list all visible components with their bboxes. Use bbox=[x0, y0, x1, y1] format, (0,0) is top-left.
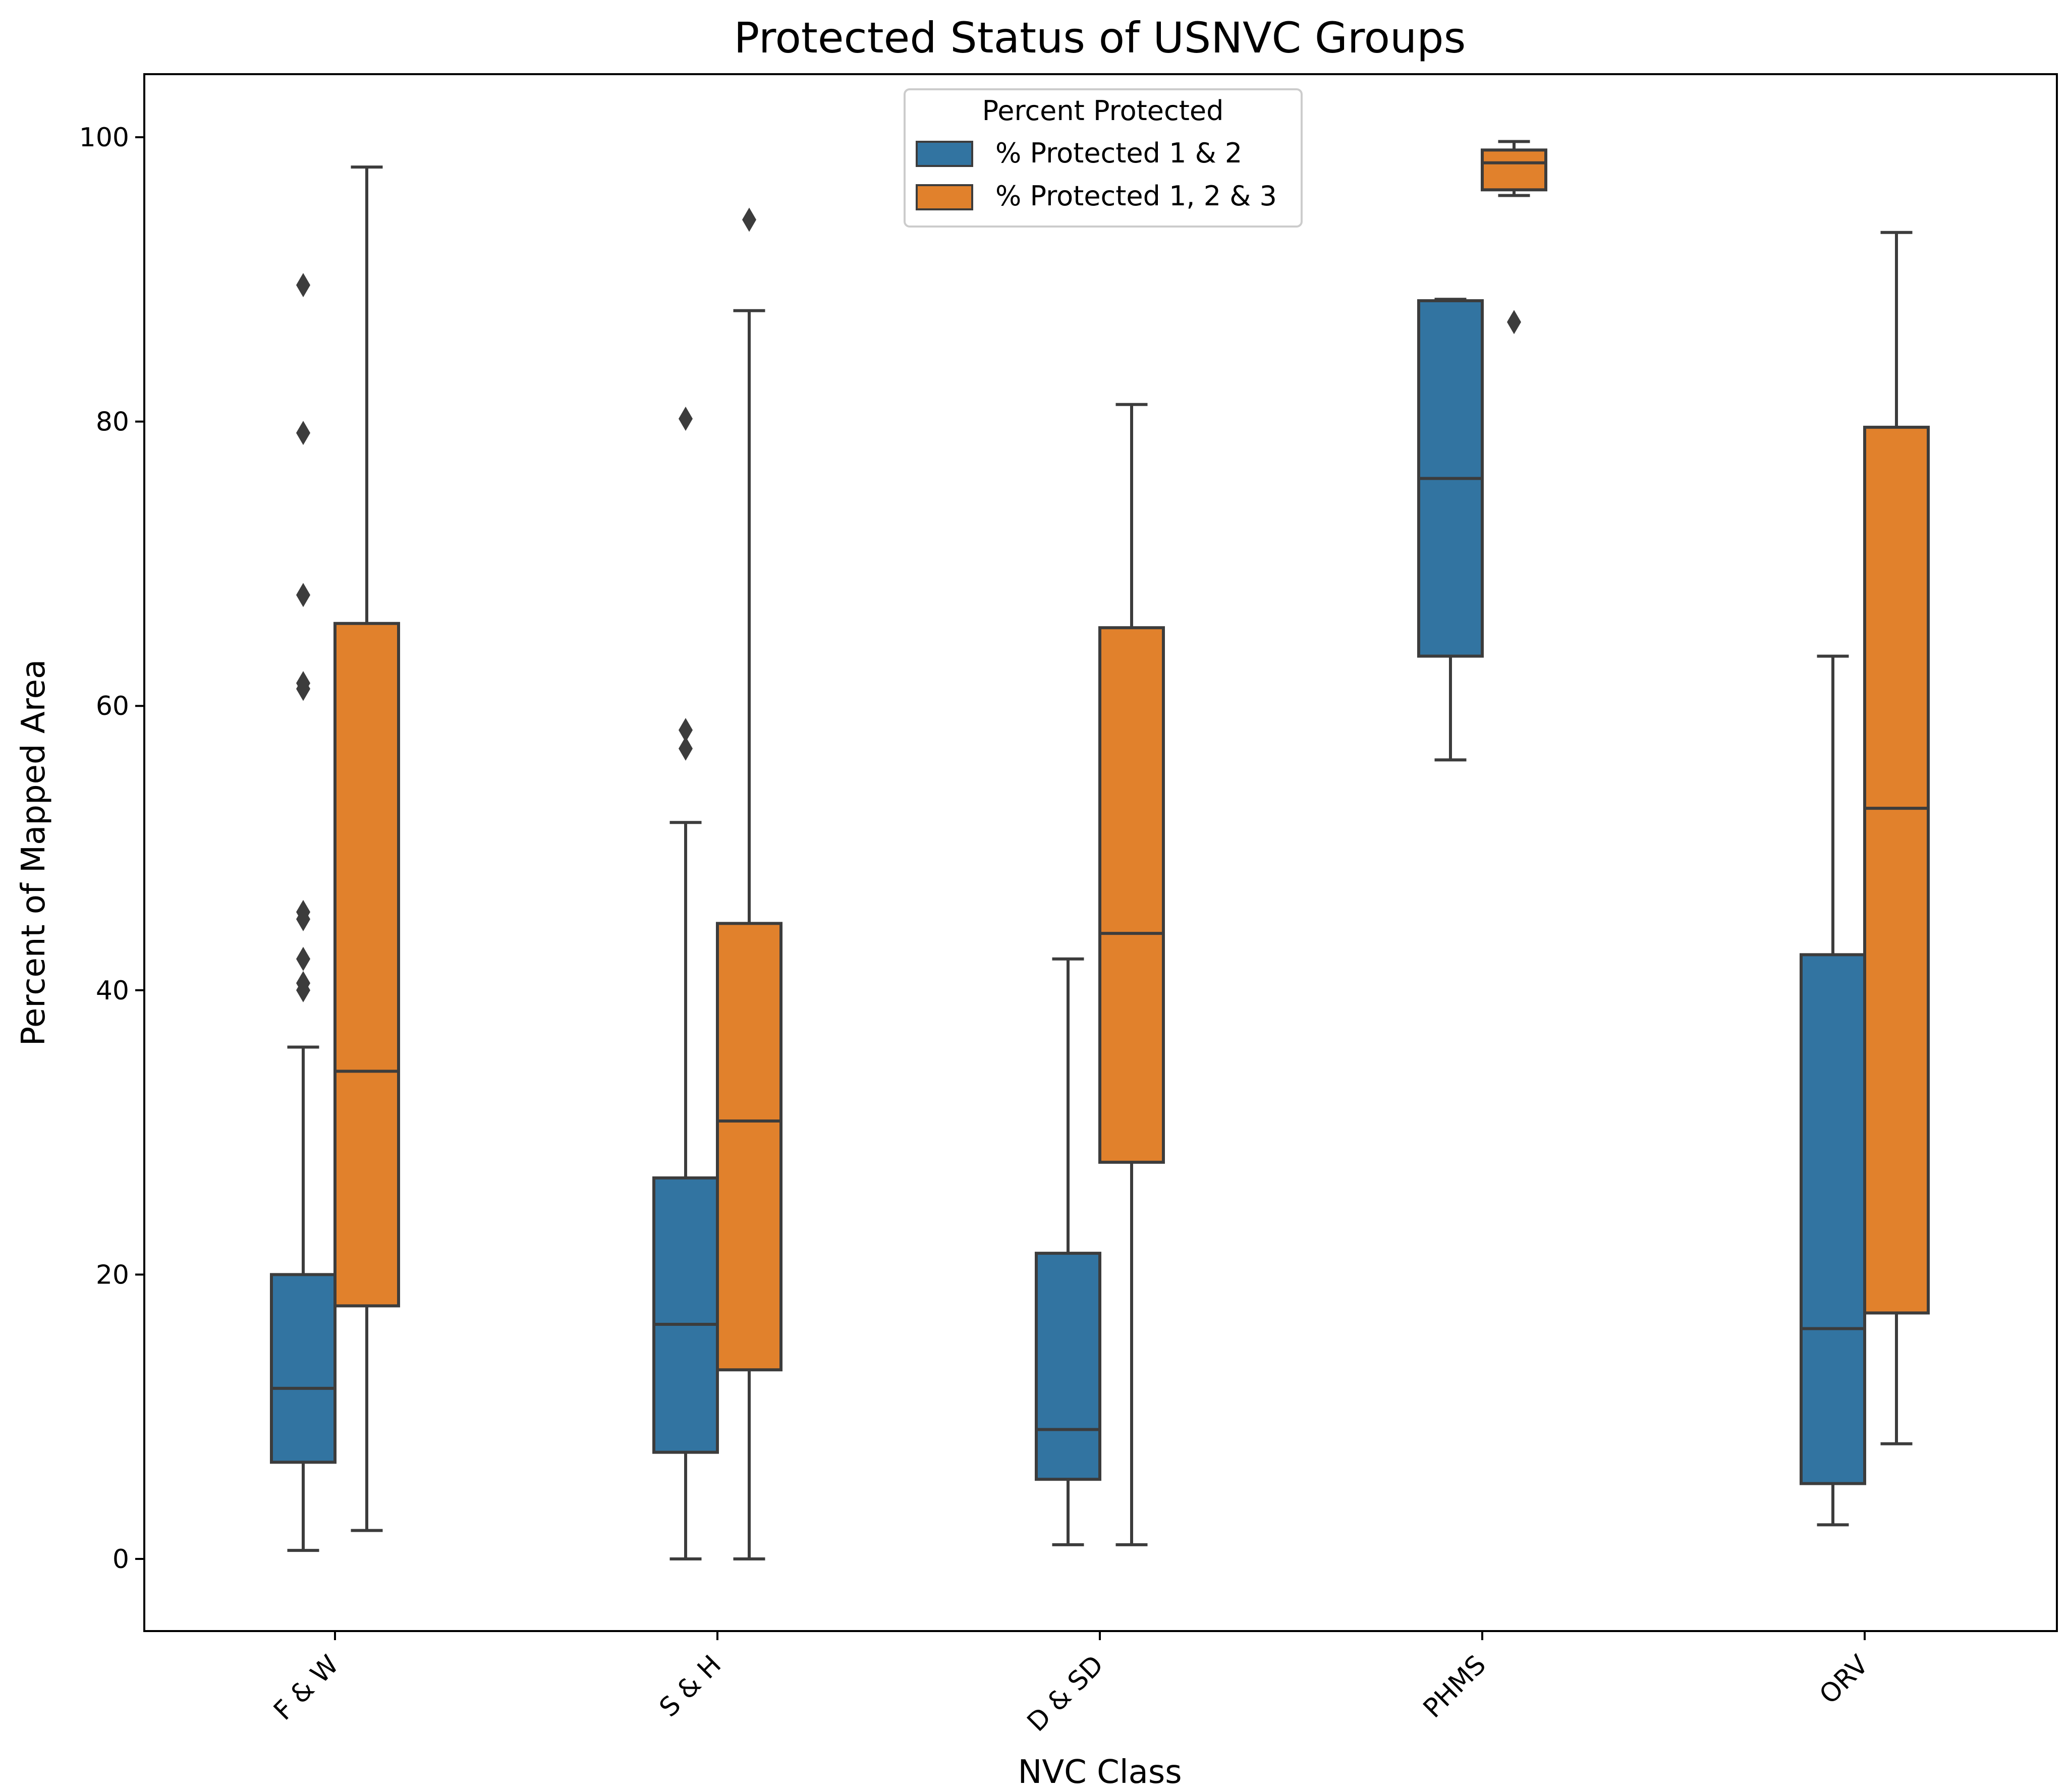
x-tick-label: D & SD bbox=[1022, 1650, 1109, 1738]
box-iqr bbox=[652, 1176, 719, 1454]
box-iqr bbox=[716, 922, 782, 1372]
x-tick-label: S & H bbox=[654, 1650, 727, 1723]
y-tick-label: 40 bbox=[96, 976, 129, 1006]
y-tick-label: 0 bbox=[113, 1544, 129, 1575]
box-group bbox=[1417, 298, 1484, 762]
y-tick-label: 80 bbox=[96, 407, 129, 437]
outlier-point bbox=[679, 718, 693, 743]
box-group bbox=[1035, 957, 1101, 1546]
box-iqr bbox=[1098, 626, 1165, 1164]
outlier-point bbox=[296, 900, 310, 924]
outlier-point bbox=[296, 273, 310, 298]
outlier-point bbox=[1507, 310, 1521, 334]
y-axis-label: Percent of Mapped Area bbox=[15, 659, 52, 1046]
legend-label-protected-1-2-3: % Protected 1, 2 & 3 bbox=[995, 180, 1277, 212]
box-group bbox=[1481, 140, 1547, 334]
box-group bbox=[270, 273, 337, 1552]
outlier-point bbox=[679, 736, 693, 761]
outlier-point bbox=[296, 671, 310, 696]
x-tick-label: ORV bbox=[1814, 1649, 1874, 1710]
legend-title: Percent Protected bbox=[982, 95, 1224, 127]
legend: Percent Protected % Protected 1 & 2 % Pr… bbox=[904, 88, 1303, 228]
box-group bbox=[333, 165, 400, 1532]
outlier-point bbox=[296, 583, 310, 607]
legend-swatch-protected-1-2 bbox=[916, 141, 973, 167]
y-tick-label: 100 bbox=[79, 123, 129, 153]
box-group bbox=[1863, 231, 1930, 1445]
outlier-point bbox=[296, 421, 310, 445]
x-tick-label: PHMS bbox=[1418, 1650, 1492, 1724]
outlier-point bbox=[679, 406, 693, 431]
box-iqr bbox=[1863, 425, 1930, 1315]
legend-label-protected-1-2: % Protected 1 & 2 bbox=[995, 137, 1242, 169]
box-iqr bbox=[1481, 148, 1547, 192]
chart-title: Protected Status of USNVC Groups bbox=[734, 13, 1466, 63]
x-axis-label: NVC Class bbox=[1018, 1754, 1182, 1791]
box-group bbox=[1800, 654, 1866, 1527]
plot-area bbox=[270, 140, 1930, 1560]
outlier-point bbox=[742, 207, 756, 232]
legend-frame bbox=[904, 88, 1303, 228]
y-tick-label: 60 bbox=[96, 691, 129, 721]
outlier-point bbox=[296, 946, 310, 971]
outlier-point bbox=[296, 971, 310, 995]
box-group bbox=[652, 406, 719, 1560]
box-iqr bbox=[270, 1273, 337, 1464]
y-tick-label: 20 bbox=[96, 1260, 129, 1290]
box-iqr bbox=[1800, 953, 1866, 1485]
x-tick-label: F & W bbox=[268, 1650, 345, 1726]
legend-swatch-protected-1-2-3 bbox=[916, 184, 973, 210]
box-group bbox=[716, 207, 782, 1560]
box-iqr bbox=[333, 622, 400, 1308]
box-iqr bbox=[1035, 1252, 1101, 1481]
box-group bbox=[1098, 403, 1165, 1546]
